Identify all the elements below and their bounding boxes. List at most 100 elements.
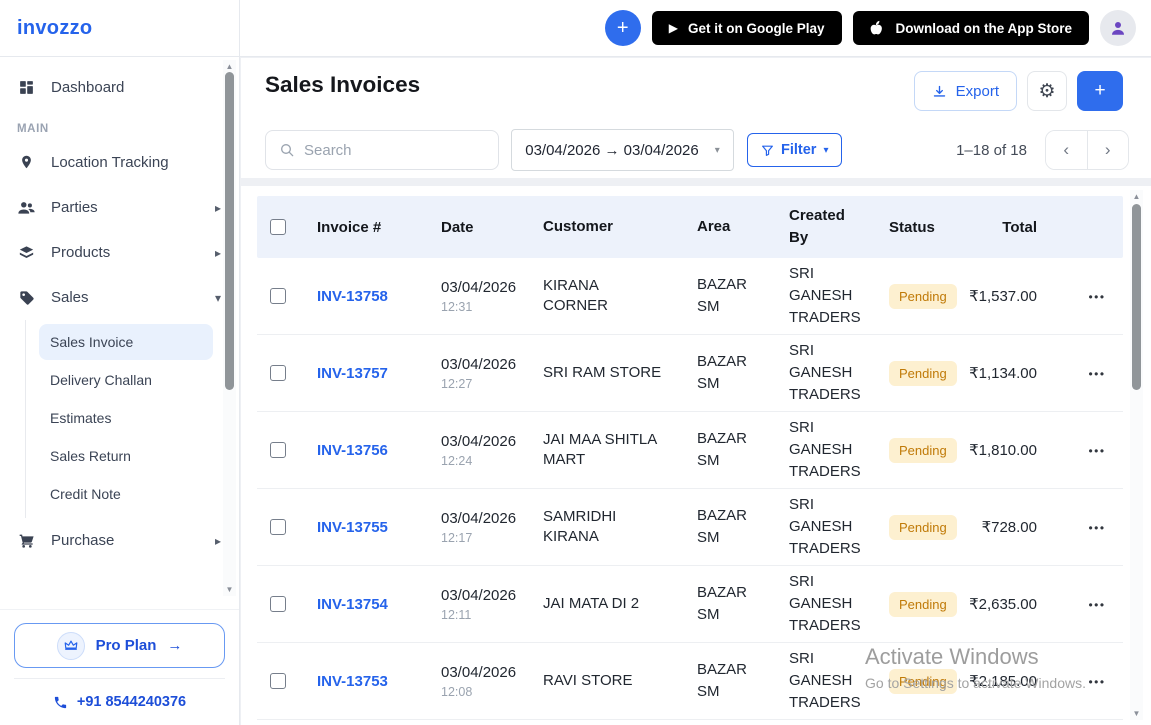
invoice-link[interactable]: INV-13756	[317, 442, 388, 459]
invoice-link[interactable]: INV-13753	[317, 673, 388, 690]
area-name: BAZAR SM	[677, 582, 765, 626]
prev-page-button[interactable]: ‹	[1046, 131, 1088, 169]
created-by: SRI GANESH TRADERS	[765, 263, 867, 328]
sidebar-item-products[interactable]: Products ▸	[0, 230, 239, 275]
app-store-label: Download on the App Store	[896, 21, 1073, 36]
filter-button[interactable]: Filter ▾	[747, 133, 842, 167]
column-header-total[interactable]: Total	[967, 219, 1071, 236]
column-header-invoice[interactable]: Invoice #	[299, 219, 423, 236]
invoice-date: 03/04/2026	[441, 433, 525, 450]
sidebar-item-sales-invoice[interactable]: Sales Invoice	[39, 324, 213, 360]
row-actions-button[interactable]: •••	[1088, 598, 1105, 612]
invoice-link[interactable]: INV-13758	[317, 288, 388, 305]
row-actions-button[interactable]: •••	[1088, 290, 1105, 304]
row-actions-button[interactable]: •••	[1088, 521, 1105, 535]
sidebar-item-location-tracking[interactable]: Location Tracking	[0, 139, 239, 185]
invoice-date: 03/04/2026	[441, 587, 525, 604]
date-range-value: 03/04/2026 → 03/04/2026	[525, 142, 698, 159]
topbar: + ▶ Get it on Google Play Download on th…	[240, 0, 1151, 57]
app-store-button[interactable]: Download on the App Store	[853, 11, 1090, 45]
invoice-table-row: INV-13758 03/04/2026 12:31 KIRANA CORNER…	[257, 258, 1123, 335]
row-actions-button[interactable]: •••	[1088, 367, 1105, 381]
column-header-area[interactable]: Area	[677, 216, 765, 238]
invoice-total: ₹728.00	[967, 518, 1071, 536]
column-header-date[interactable]: Date	[423, 219, 525, 236]
row-checkbox[interactable]	[270, 288, 286, 304]
divider	[14, 678, 225, 679]
row-actions-button[interactable]: •••	[1088, 444, 1105, 458]
cart-icon	[17, 533, 36, 549]
location-pin-icon	[17, 153, 36, 171]
user-avatar[interactable]	[1100, 10, 1136, 46]
row-checkbox[interactable]	[270, 365, 286, 381]
funnel-icon	[761, 144, 774, 157]
pagination-controls: ‹ ›	[1045, 130, 1129, 170]
support-phone[interactable]: +91 8544240376	[0, 681, 239, 725]
sidebar-item-estimates[interactable]: Estimates	[39, 400, 213, 436]
row-actions-button[interactable]: •••	[1088, 675, 1105, 689]
column-header-status[interactable]: Status	[867, 219, 967, 236]
app-logo[interactable]: invozzo	[0, 0, 239, 57]
scroll-down-icon[interactable]: ▼	[1130, 709, 1143, 718]
next-page-button[interactable]: ›	[1088, 131, 1129, 169]
pro-plan-button[interactable]: Pro Plan →	[14, 623, 225, 668]
google-play-button[interactable]: ▶ Get it on Google Play	[652, 11, 842, 45]
row-checkbox[interactable]	[270, 596, 286, 612]
customer-name: JAI MATA DI 2	[525, 594, 677, 614]
invoice-link[interactable]: INV-13755	[317, 519, 388, 536]
invoice-link[interactable]: INV-13754	[317, 596, 388, 613]
sidebar-item-label: Parties	[51, 199, 98, 216]
sidebar-item-delivery-challan[interactable]: Delivery Challan	[39, 362, 213, 398]
sidebar-item-dashboard[interactable]: Dashboard	[0, 65, 239, 110]
invoice-time: 12:17	[441, 531, 525, 545]
scrollbar-thumb[interactable]	[225, 72, 234, 390]
scroll-down-icon[interactable]: ▼	[223, 585, 236, 594]
sidebar-item-purchase[interactable]: Purchase ▸	[0, 518, 239, 563]
column-header-created-by[interactable]: Created By	[765, 205, 867, 249]
chevron-right-icon: ▸	[215, 534, 221, 548]
export-button[interactable]: Export	[914, 71, 1017, 111]
scroll-up-icon[interactable]: ▲	[1130, 192, 1143, 201]
invoice-link[interactable]: INV-13757	[317, 365, 388, 382]
row-checkbox[interactable]	[270, 442, 286, 458]
invoice-table-row: INV-13756 03/04/2026 12:24 JAI MAA SHITL…	[257, 412, 1123, 489]
dashboard-grid-icon	[17, 79, 36, 96]
scrollbar-thumb[interactable]	[1132, 204, 1141, 390]
invoice-date: 03/04/2026	[441, 279, 525, 296]
invoice-time: 12:31	[441, 300, 525, 314]
row-checkbox[interactable]	[270, 519, 286, 535]
box-icon	[17, 245, 36, 261]
sidebar-scrollbar[interactable]: ▲ ▼	[223, 60, 236, 596]
invoice-total: ₹1,810.00	[967, 441, 1071, 459]
apple-icon	[870, 19, 886, 37]
new-invoice-button[interactable]: +	[1077, 71, 1123, 111]
sidebar-item-sales[interactable]: Sales ▾	[0, 275, 239, 320]
tag-icon	[17, 290, 36, 306]
plus-icon: +	[1094, 80, 1105, 102]
area-name: BAZAR SM	[677, 428, 765, 472]
created-by: SRI GANESH TRADERS	[765, 417, 867, 482]
sidebar-nav: Dashboard MAIN Location Tracking Parties…	[0, 57, 239, 603]
pagination-range: 1–18 of 18	[956, 142, 1027, 159]
invoice-total: ₹1,537.00	[967, 287, 1071, 305]
sidebar-item-label: Products	[51, 244, 110, 261]
select-all-checkbox[interactable]	[270, 219, 286, 235]
sidebar-item-parties[interactable]: Parties ▸	[0, 185, 239, 230]
quick-add-button[interactable]: +	[605, 10, 641, 46]
sidebar-item-sales-return[interactable]: Sales Return	[39, 438, 213, 474]
search-input[interactable]	[304, 142, 485, 159]
invoice-total: ₹1,134.00	[967, 364, 1071, 382]
caret-down-icon: ▾	[715, 145, 720, 156]
submenu-item-label: Credit Note	[50, 486, 121, 502]
settings-button[interactable]: ⚙	[1027, 71, 1067, 111]
table-scrollbar[interactable]: ▲ ▼	[1130, 190, 1143, 720]
search-box[interactable]	[265, 130, 499, 170]
scroll-up-icon[interactable]: ▲	[223, 62, 236, 71]
sidebar-item-credit-note[interactable]: Credit Note	[39, 476, 213, 512]
column-header-customer[interactable]: Customer	[525, 217, 677, 237]
row-checkbox[interactable]	[270, 673, 286, 689]
invoice-table-row: INV-13753 03/04/2026 12:08 RAVI STORE BA…	[257, 643, 1123, 720]
date-range-picker[interactable]: 03/04/2026 → 03/04/2026 ▾	[511, 129, 734, 171]
crown-icon	[57, 632, 85, 660]
created-by: SRI GANESH TRADERS	[765, 494, 867, 559]
